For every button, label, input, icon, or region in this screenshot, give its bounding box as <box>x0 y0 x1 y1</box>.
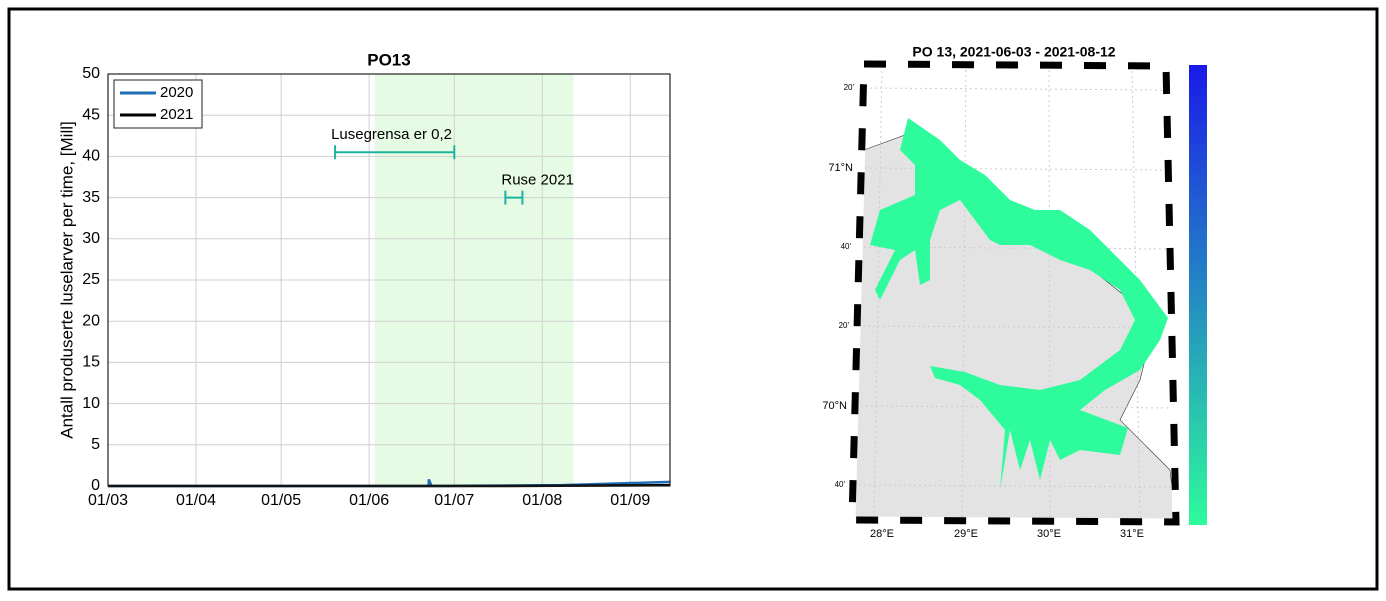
x-tick-label: 01/08 <box>522 492 562 509</box>
colorbar <box>1189 65 1207 525</box>
lat-label: 40' <box>841 242 852 251</box>
y-tick-label: 35 <box>82 189 100 206</box>
annotation: Lusegrensa er 0,2 <box>331 126 452 143</box>
y-tick-label: 40 <box>82 148 100 165</box>
map-labels: 20' 71°N 40' 20' 70°N 40' 28°E 29°E 30°E 31°E <box>822 83 1144 540</box>
y-tick-label: 0 <box>91 477 100 494</box>
lon-label: 30°E <box>1037 528 1061 540</box>
y-tick-label: 10 <box>82 395 100 412</box>
x-tick-label: 01/03 <box>88 492 128 509</box>
lat-label: 40' <box>835 480 846 489</box>
y-tick-label: 50 <box>82 65 100 82</box>
map-border-checks <box>848 60 1180 526</box>
chart-title: PO13 <box>367 50 410 69</box>
lat-label: 70°N <box>822 400 847 412</box>
y-tick-label: 45 <box>82 106 100 123</box>
x-tick-label: 01/05 <box>261 492 301 509</box>
map-title: PO 13, 2021-06-03 - 2021-08-12 <box>912 44 1115 60</box>
y-tick-label: 25 <box>82 271 100 288</box>
axes-box <box>107 73 671 487</box>
y-tick-label: 15 <box>82 354 100 371</box>
legend-label: 2021 <box>160 106 193 123</box>
region <box>870 118 1168 490</box>
y-tick-label: 20 <box>82 312 100 329</box>
x-tick-label: 01/06 <box>349 492 389 509</box>
legend-label: 2020 <box>160 84 193 101</box>
map-grid <box>853 64 1176 523</box>
map <box>848 60 1180 526</box>
lat-label: 20' <box>839 321 850 330</box>
plot: 0 5 10 15 20 25 30 35 40 45 50 01/03 01/04 01/05 01/06… <box>82 65 671 509</box>
x-tick-label: 01/04 <box>176 492 216 509</box>
annotation: Ruse 2021 <box>501 172 574 189</box>
lon-label: 29°E <box>954 528 978 540</box>
x-tick-label: 01/09 <box>610 492 650 509</box>
y-axis-label: Antall produserte luselarver per time, [… <box>57 121 76 438</box>
lon-label: 28°E <box>870 528 894 540</box>
lat-label: 71°N <box>828 162 853 174</box>
y-tick-label: 30 <box>82 230 100 247</box>
lon-label: 31°E <box>1120 528 1144 540</box>
lat-label: 20' <box>844 83 855 92</box>
x-tick-label: 01/07 <box>434 492 474 509</box>
legend-box <box>113 79 203 129</box>
y-tick-label: 5 <box>91 436 100 453</box>
